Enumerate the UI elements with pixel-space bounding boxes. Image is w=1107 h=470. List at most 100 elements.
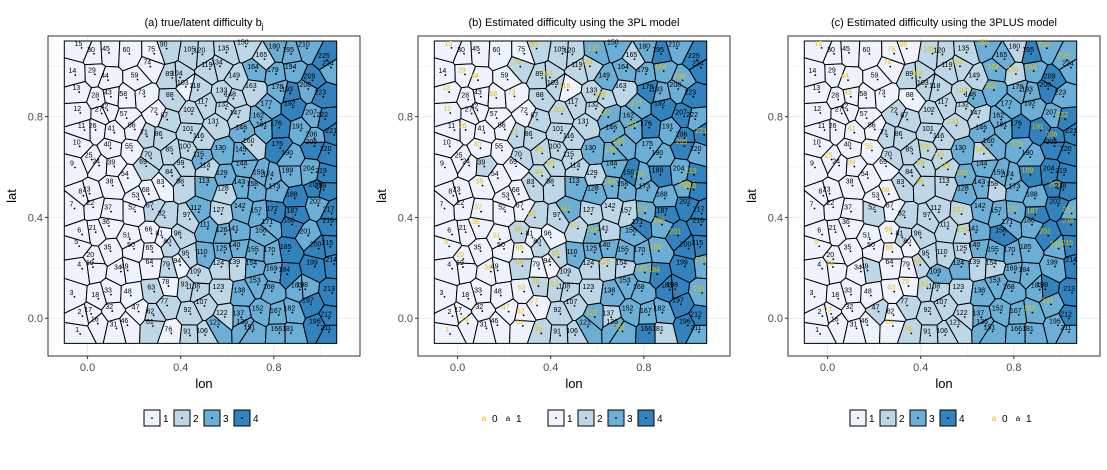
cell-label: 172 <box>1006 206 1018 213</box>
cell-label: 86 <box>155 131 163 138</box>
site-point <box>98 164 101 167</box>
cell-label: 223 <box>1054 90 1066 97</box>
cell-label: 101 <box>552 126 564 133</box>
site-point <box>1018 332 1021 334</box>
site-point <box>944 255 946 257</box>
cell-label: 155 <box>987 247 999 254</box>
site-point <box>286 273 289 276</box>
site-point <box>552 184 555 187</box>
y-axis-label: lat <box>4 189 19 203</box>
cell-label: 117 <box>937 99 948 106</box>
site-point <box>573 305 576 307</box>
cell-label: 32 <box>475 304 483 311</box>
cell-label: 40 <box>844 141 852 148</box>
chart-title-subscript: j <box>261 22 264 31</box>
site-point <box>1063 174 1065 176</box>
cell-label: 143 <box>974 179 986 186</box>
cell-label: 137 <box>602 310 614 317</box>
cell-label: 120 <box>934 48 946 55</box>
cell-label: 74 <box>883 60 891 67</box>
cell-label: 184 <box>278 267 290 274</box>
site-point <box>975 231 977 234</box>
y-axis-label: lat <box>374 189 389 203</box>
site-point <box>957 325 959 328</box>
site-point <box>677 234 680 237</box>
site-point <box>74 166 76 169</box>
site-point <box>890 157 892 160</box>
cell-label: 219 <box>1055 168 1067 175</box>
cell-label: 39 <box>107 160 115 167</box>
site-point <box>972 97 975 100</box>
site-point <box>853 165 856 168</box>
site-point <box>873 128 876 131</box>
site-point <box>946 227 949 230</box>
site-point <box>219 65 221 68</box>
cell-label: 9 <box>440 161 444 168</box>
site-point <box>847 79 849 82</box>
site-point <box>813 207 816 210</box>
cell-label: 57 <box>860 111 868 118</box>
cell-label: 121 <box>209 320 221 327</box>
site-point <box>559 334 561 337</box>
site-point <box>197 211 200 214</box>
site-point <box>200 139 203 142</box>
site-point <box>993 266 996 268</box>
site-point <box>965 107 967 110</box>
site-point <box>684 265 686 268</box>
site-point <box>523 52 526 55</box>
cell-label: 148 <box>594 92 606 99</box>
x-axis-label: lon <box>565 376 582 391</box>
cell-label: 176 <box>270 121 282 128</box>
site-point <box>648 332 651 334</box>
cell-label: 8 <box>78 189 82 196</box>
site-point <box>593 316 596 318</box>
site-point <box>877 310 880 313</box>
site-point <box>109 95 112 98</box>
site-point <box>93 73 96 76</box>
cell-label: 180 <box>1009 43 1021 50</box>
cell-label: 61 <box>516 319 524 326</box>
cell-label: 105 <box>924 47 936 54</box>
cell-label: 197 <box>302 297 314 304</box>
cell-label: 205 <box>1046 139 1058 146</box>
cell-label: 75 <box>147 47 155 54</box>
y-tick-label: 0.0 <box>768 313 783 325</box>
site-point <box>657 250 660 252</box>
site-point <box>910 332 913 335</box>
cell-label: 31 <box>850 321 858 328</box>
site-point <box>291 106 294 109</box>
site-point <box>676 47 678 50</box>
site-point <box>981 185 984 188</box>
cell-label: 12 <box>73 106 81 113</box>
site-point <box>462 206 465 209</box>
site-point <box>998 213 1000 216</box>
site-point <box>659 173 662 176</box>
cell-label: 125 <box>586 246 598 253</box>
site-point <box>590 290 593 293</box>
cell-label: 57 <box>120 111 128 118</box>
cell-label: 1 <box>75 327 79 334</box>
cell-label: 133 <box>586 87 598 94</box>
legend-label: 1 <box>869 414 875 425</box>
site-point <box>960 290 963 293</box>
cell-label: 11 <box>78 123 85 130</box>
cell-label: 50 <box>497 242 505 249</box>
cell-label: 103 <box>547 80 559 87</box>
cell-label: 48 <box>494 289 502 296</box>
cell-label: 99 <box>547 160 555 167</box>
site-point <box>241 209 244 212</box>
site-point <box>821 315 824 317</box>
cell-label: 64 <box>886 259 894 266</box>
site-point <box>1034 213 1037 216</box>
site-point <box>191 52 194 55</box>
cell-label: 83 <box>897 179 905 186</box>
cell-label: 19 <box>456 260 464 267</box>
site-point <box>984 45 987 48</box>
cell-label: 187 <box>656 208 668 215</box>
site-point <box>851 184 854 187</box>
site-point <box>182 166 185 168</box>
cell-label: 150 <box>237 39 249 46</box>
site-point <box>464 129 467 131</box>
site-point <box>560 131 562 134</box>
site-point <box>1003 127 1006 130</box>
